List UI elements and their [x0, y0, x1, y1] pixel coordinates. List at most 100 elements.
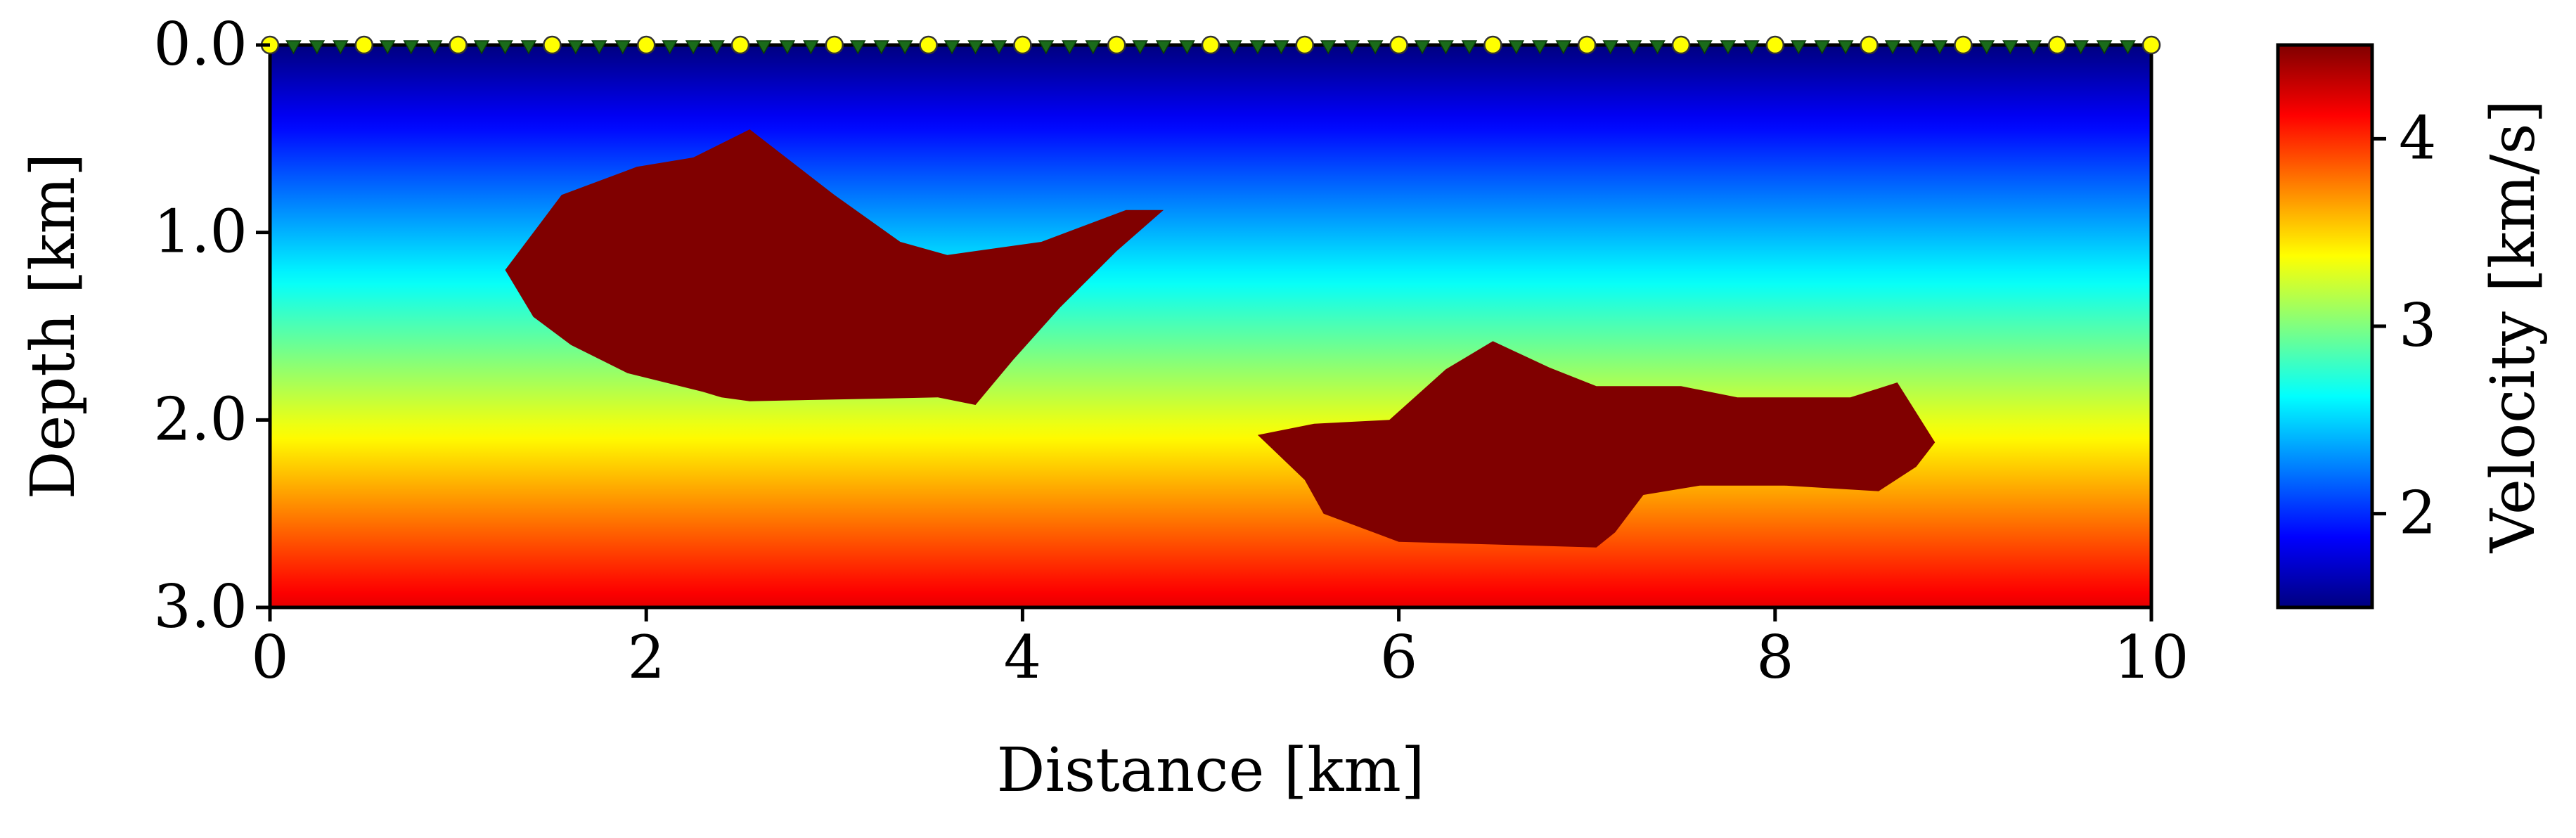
receiver-marker [403, 40, 419, 55]
y-axis-label: Depth [km] [18, 153, 89, 500]
source-marker [636, 35, 656, 55]
receiver-marker [991, 40, 1007, 55]
x-tick-label: 8 [1756, 623, 1793, 692]
source-marker [1577, 35, 1597, 55]
receiver-marker [1978, 40, 1995, 55]
receiver-marker [2073, 40, 2089, 55]
y-tick-label: 2.0 [153, 385, 247, 453]
receiver-marker [1884, 40, 1901, 55]
receiver-marker [2120, 40, 2136, 55]
y-axis: 0.0 1.0 2.0 3.0 [153, 10, 270, 641]
sources [260, 35, 2161, 55]
receiver-marker [1249, 40, 1266, 55]
receiver-marker [1744, 40, 1760, 55]
x-tick-label: 10 [2114, 623, 2189, 692]
receiver-marker [1085, 40, 1102, 55]
x-tick-label: 4 [1004, 623, 1041, 692]
receiver-marker [1720, 40, 1737, 55]
receiver-marker [1931, 40, 1948, 55]
source-marker [919, 35, 938, 55]
receiver-marker [497, 40, 513, 55]
colorbar-label: Velocity [km/s] [2478, 100, 2549, 553]
receiver-marker [1179, 40, 1195, 55]
receiver-marker [1555, 40, 1572, 55]
receiver-marker [1602, 40, 1618, 55]
receiver-marker [2096, 40, 2113, 55]
receiver-marker [1625, 40, 1642, 55]
receiver-marker [1344, 40, 1360, 55]
source-marker [1671, 35, 1691, 55]
source-marker [1483, 35, 1502, 55]
y-tick-label: 3.0 [153, 572, 247, 641]
source-marker [1013, 35, 1032, 55]
plot-area [260, 35, 2161, 610]
receiver-marker [614, 40, 631, 55]
receiver-marker [1273, 40, 1289, 55]
receiver-marker [1367, 40, 1384, 55]
receiver-marker [944, 40, 960, 55]
receiver-marker [1790, 40, 1807, 55]
receiver-marker [2026, 40, 2042, 55]
receiver-marker [967, 40, 984, 55]
colorbar-ramp [2276, 43, 2374, 610]
receiver-marker [1461, 40, 1478, 55]
colorbar-tick-label: 3 [2399, 291, 2436, 360]
receiver-marker [685, 40, 702, 55]
x-tick-label: 2 [627, 623, 664, 692]
receiver-marker [756, 40, 772, 55]
source-marker [1201, 35, 1221, 55]
anomalies [505, 129, 1936, 548]
source-marker [825, 35, 844, 55]
receiver-marker [520, 40, 537, 55]
receiver-marker [1837, 40, 1854, 55]
source-marker [1389, 35, 1408, 55]
x-tick-label: 0 [251, 623, 288, 692]
receiver-marker [873, 40, 889, 55]
colorbar-ticks: 2 3 4 [2372, 103, 2436, 548]
source-marker [1295, 35, 1315, 55]
source-marker [449, 35, 468, 55]
source-marker [1765, 35, 1785, 55]
receiver-marker [1320, 40, 1337, 55]
receiver-marker [426, 40, 443, 55]
receiver-marker [1814, 40, 1830, 55]
receiver-marker [473, 40, 490, 55]
receiver-marker [567, 40, 584, 55]
receiver-marker [1226, 40, 1242, 55]
receiver-marker [1438, 40, 1454, 55]
receiver-marker [1414, 40, 1431, 55]
receiver-marker [309, 40, 326, 55]
receiver-marker [1038, 40, 1055, 55]
receiver-marker [662, 40, 678, 55]
receiver-marker [1508, 40, 1525, 55]
anomaly-body-2 [1257, 341, 1936, 548]
colorbar-tick-label: 2 [2399, 479, 2436, 548]
receiver-marker [1908, 40, 1924, 55]
receiver-marker [1649, 40, 1666, 55]
receiver-marker [2002, 40, 2018, 55]
receiver-marker [849, 40, 866, 55]
source-marker [730, 35, 750, 55]
receiver-marker [1132, 40, 1148, 55]
x-tick-label: 6 [1380, 623, 1417, 692]
source-marker [1860, 35, 1879, 55]
source-marker [2047, 35, 2067, 55]
source-marker [1107, 35, 1126, 55]
receiver-marker [333, 40, 349, 55]
receiver-marker [1062, 40, 1078, 55]
anomaly-body-1 [505, 129, 1164, 405]
source-marker [2142, 35, 2161, 55]
x-axis-label: Distance [km] [997, 735, 1425, 806]
colorbar-tick-label: 4 [2399, 103, 2436, 172]
receiver-marker [779, 40, 796, 55]
receiver-marker [1532, 40, 1548, 55]
x-axis: 0 2 4 6 8 10 [251, 607, 2189, 692]
receiver-marker [285, 40, 302, 55]
receiver-marker [591, 40, 607, 55]
y-tick-label: 1.0 [153, 198, 247, 266]
source-marker [543, 35, 562, 55]
source-marker [1954, 35, 1973, 55]
receiver-marker [1155, 40, 1172, 55]
colorbar: 2 3 4 Velocity [km/s] [2276, 43, 2549, 610]
